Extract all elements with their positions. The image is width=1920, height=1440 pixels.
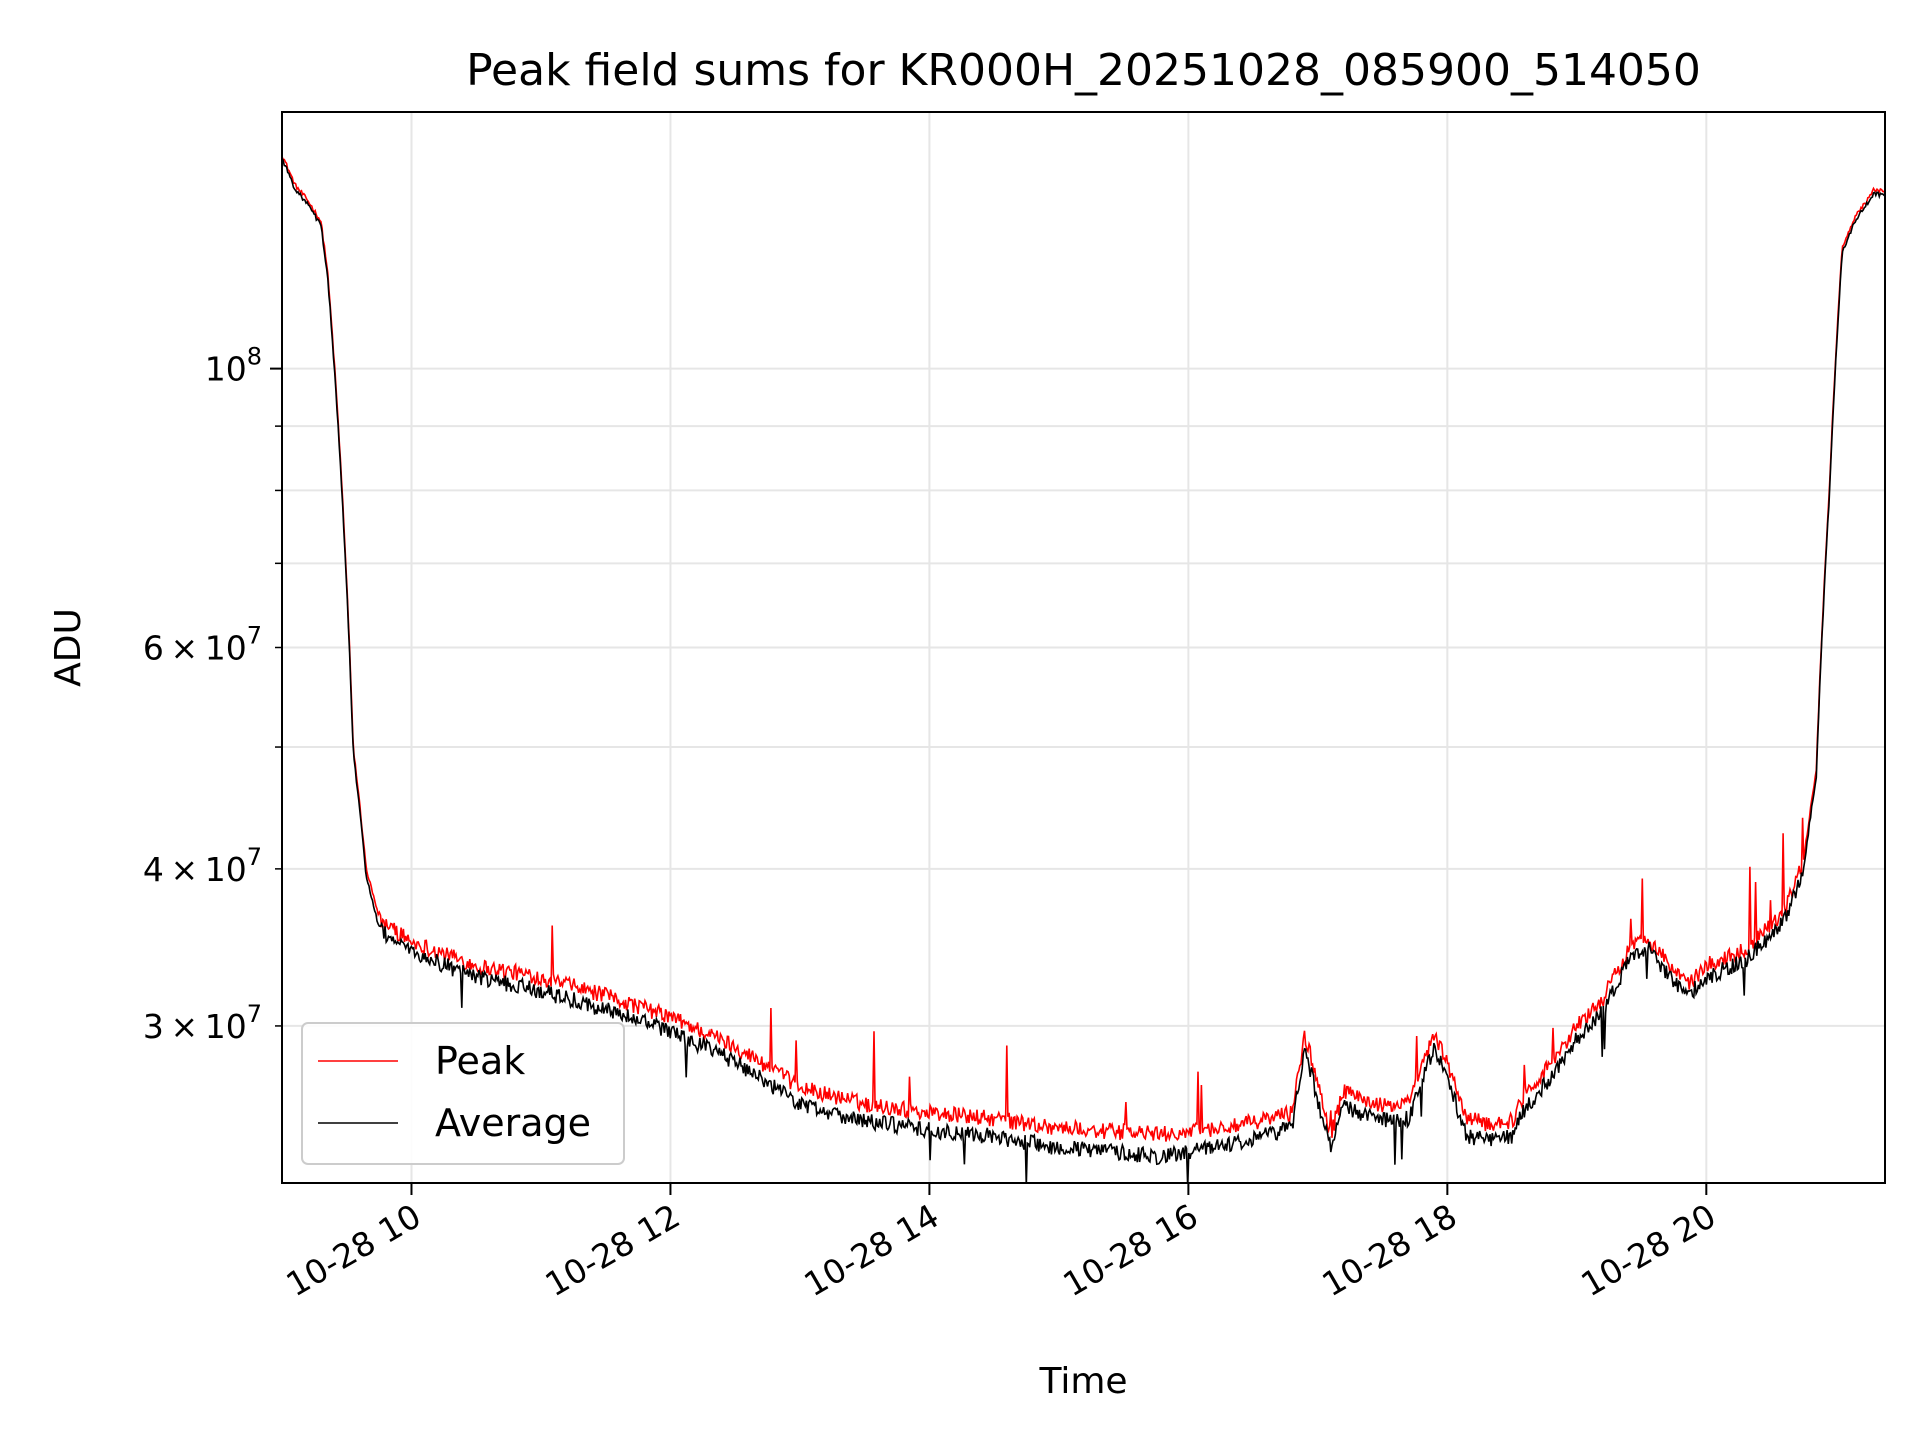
- y-tick-mantissa: 6: [143, 629, 164, 668]
- y-tick-times: ×: [164, 1007, 205, 1046]
- y-axis-label: ADU: [48, 608, 89, 687]
- series-line-average: [282, 157, 1885, 1183]
- y-tick-base: 10: [205, 1007, 247, 1046]
- legend-label-peak: Peak: [435, 1039, 525, 1083]
- y-tick-base: 10: [205, 629, 247, 668]
- grid-lines: [282, 112, 1885, 1183]
- x-axis-label: Time: [1038, 1361, 1127, 1402]
- y-tick-mantissa: 4: [143, 850, 164, 889]
- legend: Peak Average: [301, 1022, 625, 1165]
- y-tick-exponent: 7: [247, 1000, 262, 1028]
- legend-box: [301, 1022, 625, 1165]
- y-tick-mantissa: 3: [143, 1007, 164, 1046]
- y-tick-times: ×: [164, 629, 205, 668]
- y-tick-label: 108: [205, 343, 262, 389]
- series-line-peak: [282, 156, 1885, 1142]
- series-lines: [282, 156, 1885, 1183]
- y-tick-base: 10: [205, 850, 247, 889]
- y-tick-exponent: 7: [247, 843, 262, 871]
- y-tick-label: 4 × 107: [143, 843, 262, 889]
- y-tick-base: 10: [205, 350, 247, 389]
- y-tick-label: 6 × 107: [143, 622, 262, 668]
- y-tick-exponent: 8: [247, 343, 262, 371]
- y-tick-exponent: 7: [247, 622, 262, 650]
- legend-label-average: Average: [435, 1101, 591, 1145]
- y-tick-label: 3 × 107: [143, 1000, 262, 1046]
- chart-title: Peak field sums for KR000H_20251028_0859…: [466, 45, 1701, 96]
- y-tick-times: ×: [164, 850, 205, 889]
